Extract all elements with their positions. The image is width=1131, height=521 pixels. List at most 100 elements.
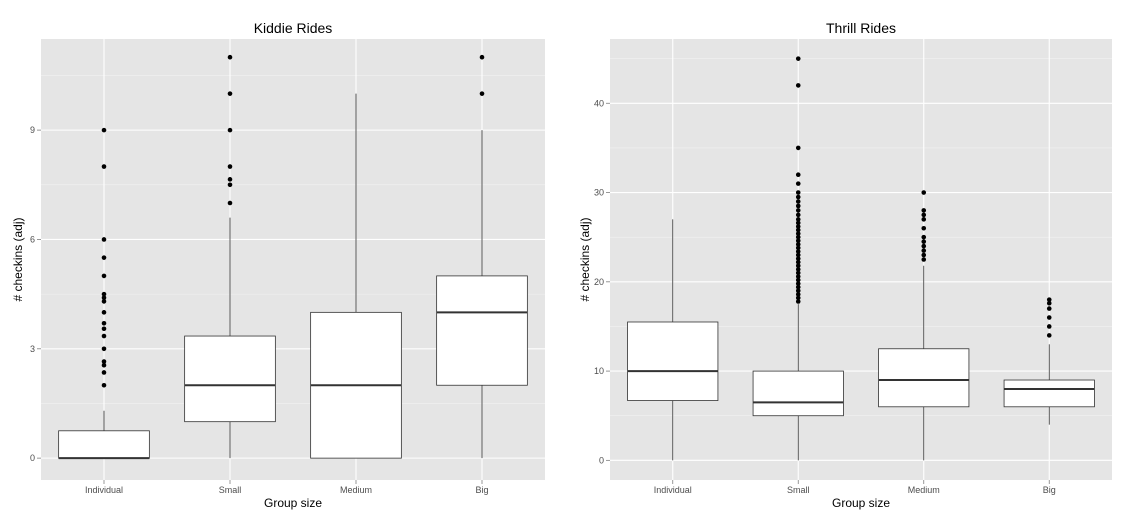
box-body (752, 370, 844, 417)
outlier-point (795, 245, 801, 251)
outlier-point (921, 190, 927, 195)
outlier-point (227, 200, 233, 206)
outlier-point (921, 225, 927, 231)
outlier-point (795, 281, 801, 286)
outlier-point (795, 220, 801, 226)
outlier-point (921, 252, 927, 258)
outlier-point (795, 267, 801, 272)
box-body (627, 321, 719, 401)
x-tick-label: Individual (654, 485, 692, 495)
outlier-point (101, 326, 107, 332)
outlier-point (101, 295, 107, 301)
y-tick-label: 0 (30, 453, 35, 463)
chart-title: Kiddie Rides (254, 20, 333, 36)
outlier-point (921, 208, 927, 213)
x-tick-label: Small (219, 485, 242, 495)
outlier-point (795, 194, 801, 200)
outlier-point (1046, 333, 1052, 338)
outlier-point (795, 295, 801, 301)
outlier-point (795, 227, 801, 233)
outlier-point (1046, 315, 1052, 320)
outlier-point (795, 199, 801, 204)
outlier-point (795, 277, 801, 283)
box-body (878, 348, 970, 408)
outlier-point (101, 237, 107, 242)
outlier-point (795, 56, 801, 61)
x-tick-label: Medium (340, 485, 372, 495)
outlier-point (101, 362, 107, 368)
y-tick-label: 0 (599, 455, 604, 465)
outlier-point (227, 127, 233, 133)
x-tick-label: Medium (908, 485, 940, 495)
chart-panel-0: 0 3 6 9 Individual Small Medium Big Kiddie Rides… (11, 20, 545, 510)
outlier-point (227, 54, 233, 60)
outlier-point (921, 248, 927, 253)
outlier-point (795, 292, 801, 297)
outlier-point (101, 299, 107, 304)
plot-background (41, 39, 545, 480)
y-axis-title: # checkins (adj) (11, 217, 25, 301)
y-tick-label: 9 (30, 125, 35, 135)
box-small (184, 54, 276, 459)
box-body (1003, 379, 1095, 408)
outlier-point (921, 217, 927, 222)
y-tick-label: 40 (594, 98, 604, 108)
outlier-point (1046, 306, 1052, 311)
outlier-point (479, 54, 485, 60)
y-tick-label: 10 (594, 366, 604, 376)
box-big (1003, 297, 1095, 425)
outlier-point (795, 252, 801, 258)
outlier-point (101, 273, 107, 279)
outlier-point (795, 259, 801, 265)
outlier-point (101, 320, 107, 326)
outlier-point (921, 234, 927, 240)
outlier-point (479, 91, 485, 96)
box-body (58, 430, 150, 459)
outlier-point (795, 145, 801, 151)
y-tick-label: 30 (594, 188, 604, 198)
outlier-point (1046, 297, 1052, 302)
outlier-point (795, 83, 801, 88)
outlier-point (795, 190, 801, 195)
outlier-point (101, 291, 107, 297)
chart-panel-1: 0 10 20 30 40 Individual Small Medium Big Thrill … (578, 20, 1112, 510)
outlier-point (795, 172, 801, 177)
outlier-point (1046, 324, 1052, 329)
box-body (436, 275, 528, 386)
plot-background (610, 39, 1112, 480)
outlier-point (795, 234, 801, 240)
outlier-point (227, 182, 233, 188)
y-tick-label: 20 (594, 277, 604, 287)
outlier-point (1046, 300, 1052, 306)
chart-title: Thrill Rides (826, 20, 896, 36)
x-tick-label: Big (475, 485, 488, 495)
y-tick-label: 6 (30, 234, 35, 244)
outlier-point (921, 212, 927, 218)
outlier-point (101, 346, 107, 352)
outlier-point (101, 359, 107, 364)
box-medium (310, 93, 402, 459)
outlier-point (227, 177, 233, 182)
outlier-point (795, 217, 801, 222)
outlier-point (795, 288, 801, 294)
x-axis-title: Group size (832, 496, 890, 510)
x-tick-label: Individual (85, 485, 123, 495)
outlier-point (795, 242, 801, 247)
y-tick-label: 3 (30, 344, 35, 354)
outlier-point (795, 203, 801, 209)
box-individual (58, 127, 150, 460)
outlier-point (101, 164, 107, 169)
outlier-point (795, 256, 801, 261)
outlier-point (101, 127, 107, 133)
outlier-point (795, 208, 801, 213)
outlier-point (795, 238, 801, 244)
y-axis-title: # checkins (adj) (578, 217, 592, 301)
outlier-point (921, 239, 927, 244)
outlier-point (795, 270, 801, 276)
outlier-point (227, 91, 233, 96)
outlier-point (795, 231, 801, 236)
outlier-point (795, 181, 801, 186)
outlier-point (101, 382, 107, 388)
x-tick-label: Small (787, 485, 810, 495)
